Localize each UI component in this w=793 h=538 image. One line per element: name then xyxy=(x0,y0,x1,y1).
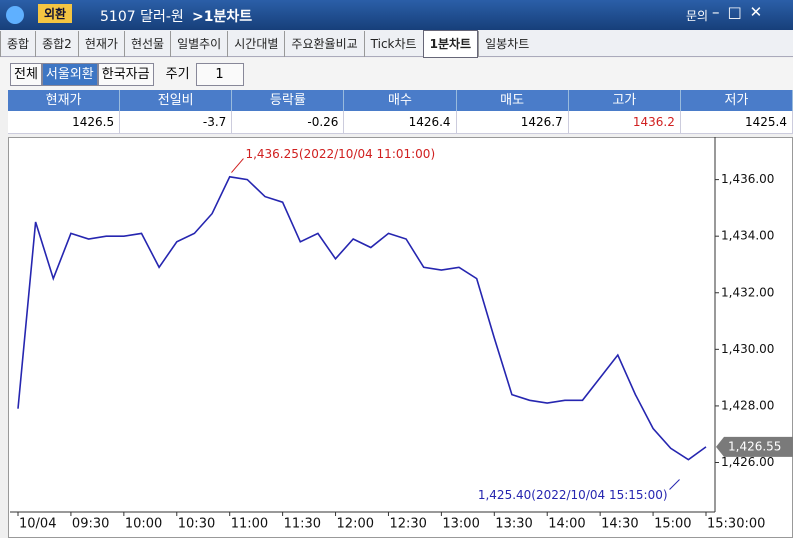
column-header: 매수 xyxy=(344,90,457,111)
tab[interactable]: 현재가 xyxy=(77,31,124,57)
x-tick-label: 10:30 xyxy=(178,517,215,532)
code: 5107 달러-원 xyxy=(100,9,184,25)
quote-value: 1436.2 xyxy=(568,111,681,134)
column-header: 고가 xyxy=(568,90,681,111)
x-tick-label: 11:00 xyxy=(231,517,268,532)
menu[interactable]: 문의 xyxy=(686,9,709,23)
annotation: 1,436.25(2022/10/04 11:01:00) xyxy=(245,147,435,161)
annotation: 1,425.40(2022/10/04 15:15:00) xyxy=(478,488,668,502)
column-header: 현재가 xyxy=(8,90,121,111)
x-tick-label: 13:00 xyxy=(442,517,479,532)
x-tick-label: 12:00 xyxy=(337,517,374,532)
quote-value: 1426.7 xyxy=(456,111,569,134)
window-controls[interactable]: –□✕ xyxy=(712,3,771,21)
filter-button[interactable]: 전체 xyxy=(10,63,42,86)
quote-value: -3.7 xyxy=(120,111,233,134)
title-bar: 외환 5107 달러-원 >1분차트 문의 –□✕ xyxy=(0,0,793,30)
period-input[interactable]: 1 xyxy=(195,63,244,86)
quote-value: 1426.5 xyxy=(8,111,121,134)
y-tick-label: 1,430.00 xyxy=(721,342,774,356)
quote-value: 1426.4 xyxy=(344,111,457,134)
x-tick-label: 15:30:00 xyxy=(707,517,765,532)
column-header: 등락률 xyxy=(232,90,345,111)
tab[interactable]: 주요환율비교 xyxy=(284,31,363,57)
tab[interactable]: 종합2 xyxy=(35,31,78,57)
app-label: 외환 xyxy=(38,4,73,23)
toolbar: 전체 서울외환 한국자금 주기 1 xyxy=(0,58,793,90)
filter-button[interactable]: 한국자금 xyxy=(97,63,154,86)
y-tick-label: 1,432.00 xyxy=(721,285,774,299)
y-tick-label: 1,436.00 xyxy=(721,172,774,186)
tab[interactable]: Tick차트 xyxy=(363,31,423,57)
tab-bar: 종합 종합2 현재가 현선물 일별추이 시간대별 주요환율비교 Tick차트 1분차트 일봉차트 xyxy=(0,30,793,58)
tab[interactable]: 일별추이 xyxy=(170,31,227,57)
filter-button[interactable]: 서울외환 xyxy=(41,63,98,86)
quote-table: 현재가 전일비 등락률 매수 매도 고가 저가 1426.5 -3.7 -0.26 1426.4 14… xyxy=(8,90,793,134)
y-tick-label: 1,426.00 xyxy=(721,455,774,469)
column-header: 저가 xyxy=(680,90,793,111)
app-icon xyxy=(6,6,24,24)
last-price-badge xyxy=(716,436,793,457)
x-tick-label: 10/04 xyxy=(19,517,56,532)
x-tick-label: 14:00 xyxy=(548,517,585,532)
annotation-arrow xyxy=(231,158,244,173)
chart-panel xyxy=(8,137,793,538)
chart: 1,426.00 1,428.00 1,430.00 1,432.00 1,434.00… xyxy=(10,137,793,532)
x-tick-label: 10:00 xyxy=(125,517,162,532)
price-line xyxy=(17,175,707,461)
quote-value: 1425.4 xyxy=(680,111,793,134)
screen-name: >1분차트 xyxy=(192,9,253,25)
y-tick-label: 1,428.00 xyxy=(721,398,774,412)
x-tick-label: 13:30 xyxy=(495,517,532,532)
column-header: 전일비 xyxy=(120,90,233,111)
x-tick-label: 15:00 xyxy=(654,517,691,532)
tab[interactable]: 종합 xyxy=(0,31,35,57)
x-tick-label: 12:30 xyxy=(389,517,426,532)
tab[interactable]: 현선물 xyxy=(123,31,170,57)
tab[interactable]: 일봉차트 xyxy=(478,31,535,57)
quote-value: -0.26 xyxy=(232,111,345,134)
column-header: 매도 xyxy=(456,90,569,111)
last-price-label: 1,426.55 xyxy=(728,439,781,453)
y-tick-label: 1,434.00 xyxy=(721,229,774,243)
x-tick-label: 14:30 xyxy=(601,517,638,532)
tab[interactable]: 시간대별 xyxy=(227,31,284,57)
period-label: 주기 xyxy=(165,67,190,82)
annotation-arrow xyxy=(669,479,680,490)
x-tick-label: 09:30 xyxy=(72,517,109,532)
x-tick-label: 11:30 xyxy=(284,517,321,532)
tab[interactable]: 1분차트 xyxy=(422,30,479,58)
